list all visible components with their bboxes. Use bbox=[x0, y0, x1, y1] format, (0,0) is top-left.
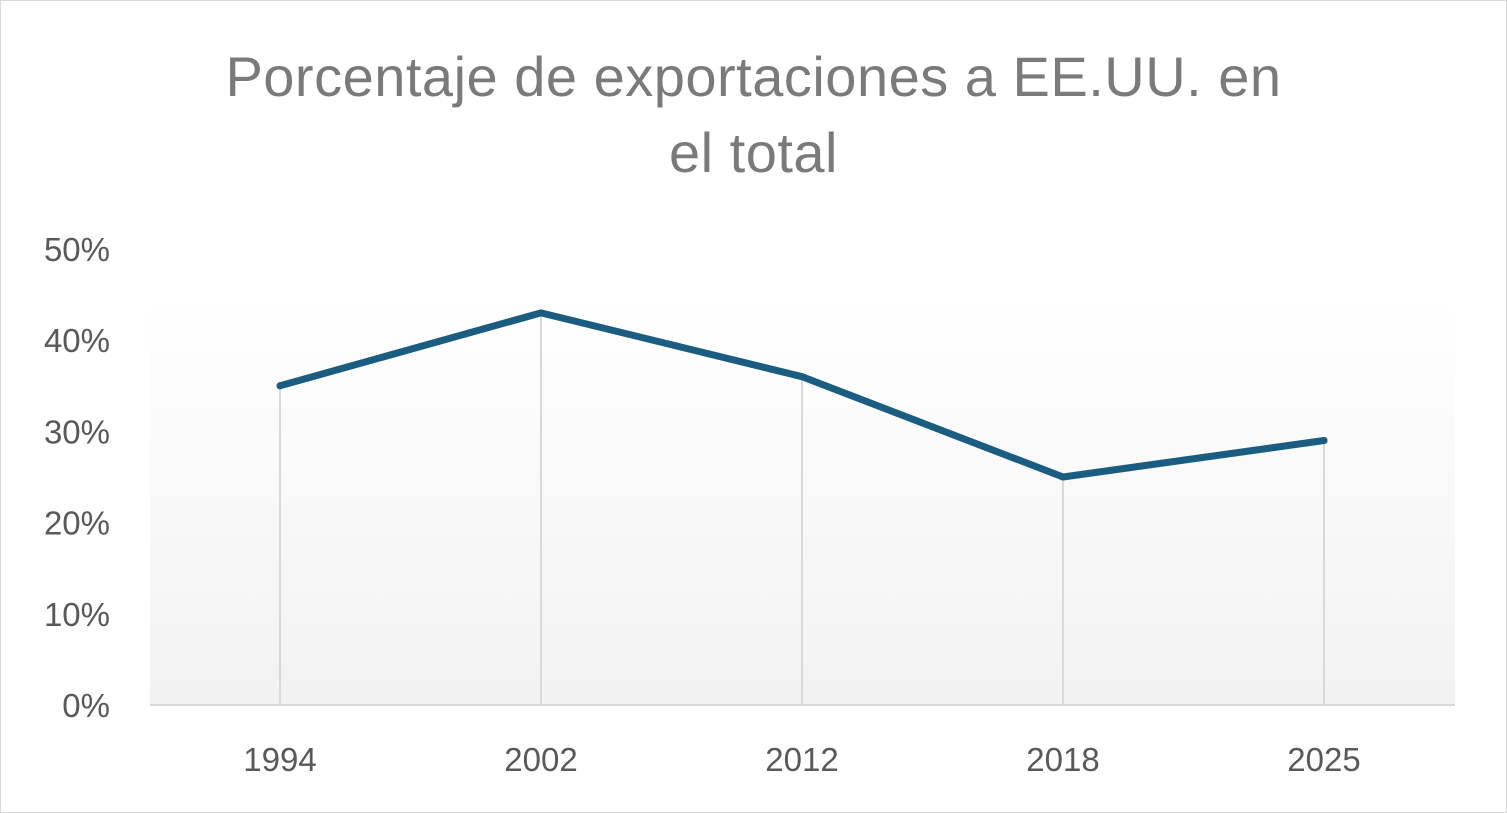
x-tick-label: 2018 bbox=[1026, 741, 1099, 778]
x-tick-label: 2012 bbox=[765, 741, 838, 778]
x-tick-label: 2002 bbox=[504, 741, 577, 778]
y-tick-label: 40% bbox=[44, 322, 110, 359]
y-tick-label: 0% bbox=[62, 687, 110, 724]
y-tick-label: 20% bbox=[44, 505, 110, 542]
data-point-2025 bbox=[1320, 437, 1328, 445]
x-axis-labels: 1994 2002 2012 2018 2025 bbox=[243, 741, 1360, 778]
chart-title: Porcentaje de exportaciones a EE.UU. en … bbox=[1, 39, 1506, 191]
data-point-2002 bbox=[537, 309, 545, 317]
x-tick-label: 1994 bbox=[243, 741, 316, 778]
chart-title-line-1: Porcentaje de exportaciones a EE.UU. en bbox=[225, 45, 1282, 108]
y-tick-label: 30% bbox=[44, 413, 110, 450]
data-point-2012 bbox=[798, 373, 806, 381]
y-axis-labels: 0% 10% 20% 30% 40% 50% bbox=[44, 231, 110, 724]
data-point-1994 bbox=[276, 382, 284, 390]
y-tick-label: 50% bbox=[44, 231, 110, 268]
y-tick-label: 10% bbox=[44, 596, 110, 633]
x-tick-label: 2025 bbox=[1287, 741, 1360, 778]
data-points bbox=[276, 309, 1328, 481]
chart-title-line-2: el total bbox=[669, 121, 838, 184]
drop-lines bbox=[279, 312, 1325, 705]
data-point-2018 bbox=[1059, 473, 1067, 481]
